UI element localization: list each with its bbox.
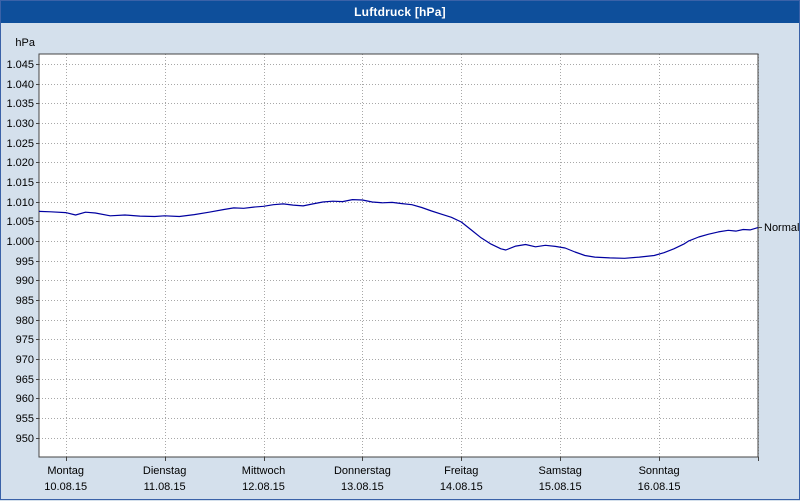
y-tick-label: 1.010 <box>6 197 34 209</box>
y-axis-unit-label: hPa <box>15 37 35 49</box>
y-tick-label: 1.035 <box>6 98 34 110</box>
y-tick-label: 965 <box>16 374 34 386</box>
window-titlebar: Luftdruck [hPa] <box>1 1 799 23</box>
pressure-line-chart: 1.045 1.040 1.035 1.030 1.025 1.020 1.015 1.010… <box>6 37 799 493</box>
y-tick-label: 995 <box>16 256 34 268</box>
x-day-label: Sonntag <box>639 465 680 477</box>
normal-annotation-label: Normal <box>764 222 799 234</box>
y-tick-label: 975 <box>16 334 34 346</box>
x-day-label: Montag <box>47 465 84 477</box>
y-tick-label: 1.040 <box>6 79 34 91</box>
y-tick-label: 960 <box>16 393 34 405</box>
y-tick-label: 955 <box>16 413 34 425</box>
x-date-label: 14.08.15 <box>440 481 483 493</box>
y-tick-label: 1.015 <box>6 177 34 189</box>
y-tick-label: 1.025 <box>6 138 34 150</box>
pressure-series-line <box>38 199 759 259</box>
y-tick-label: 985 <box>16 295 34 307</box>
plot-border <box>38 53 759 458</box>
y-tick-label: 1.020 <box>6 157 34 169</box>
x-date-label: 13.08.15 <box>341 481 384 493</box>
x-day-label: Dienstag <box>143 465 186 477</box>
x-date-label: 12.08.15 <box>242 481 285 493</box>
chart-container: 1.045 1.040 1.035 1.030 1.025 1.020 1.015 1.010… <box>1 23 799 501</box>
x-date-label: 10.08.15 <box>44 481 87 493</box>
x-day-label: Donnerstag <box>334 465 391 477</box>
plot-background <box>39 54 758 457</box>
y-tick-label: 1.045 <box>6 59 34 71</box>
y-tick-label: 1.000 <box>6 236 34 248</box>
x-date-label: 11.08.15 <box>144 481 186 493</box>
x-date-label: 15.08.15 <box>539 481 582 493</box>
y-tick-label: 980 <box>16 315 34 327</box>
y-tick-label: 950 <box>16 433 34 445</box>
window-title: Luftdruck [hPa] <box>354 5 446 19</box>
x-date-label: 16.08.15 <box>638 481 681 493</box>
x-day-label: Samstag <box>538 465 581 477</box>
x-day-label: Mittwoch <box>242 465 285 477</box>
y-tick-label: 970 <box>16 354 34 366</box>
x-day-label: Freitag <box>444 465 478 477</box>
y-tick-label: 1.005 <box>6 216 34 228</box>
y-tick-label: 1.030 <box>6 118 34 130</box>
y-tick-label: 990 <box>16 275 34 287</box>
